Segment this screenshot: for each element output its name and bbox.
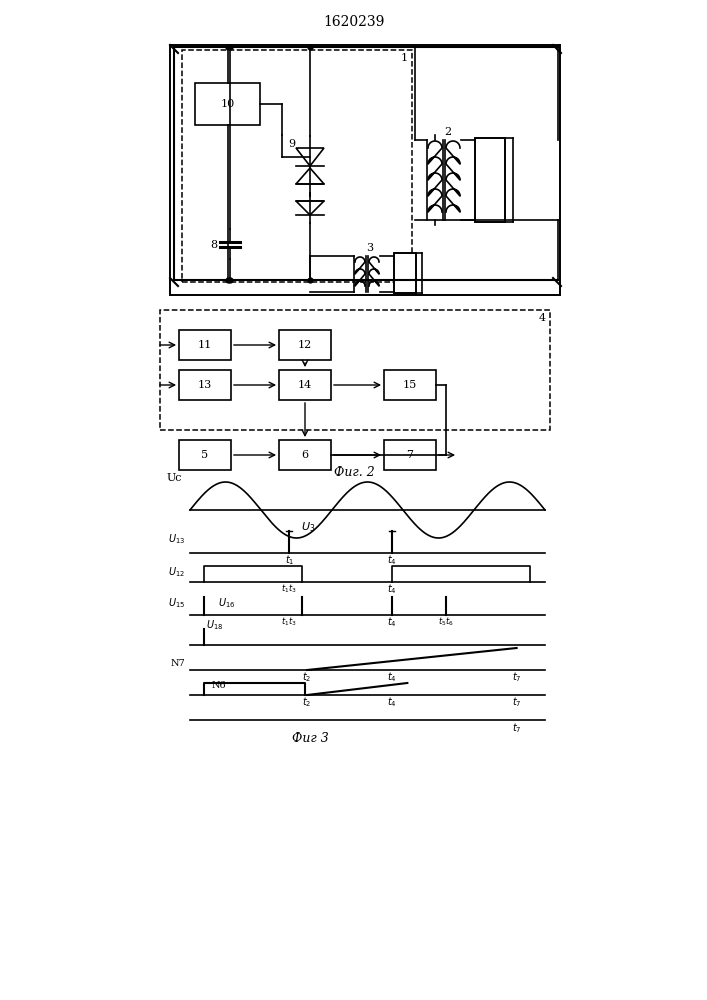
Bar xyxy=(384,440,436,470)
Text: N6: N6 xyxy=(212,680,227,690)
Text: N7: N7 xyxy=(170,660,185,668)
Text: Uc: Uc xyxy=(167,473,182,483)
Text: $t_4$: $t_4$ xyxy=(387,615,397,629)
Text: 9: 9 xyxy=(288,139,296,149)
Text: $t_4$: $t_4$ xyxy=(387,695,397,709)
Text: $t_7$: $t_7$ xyxy=(512,695,521,709)
Text: $t_4$: $t_4$ xyxy=(387,553,397,567)
Text: $t_4$: $t_4$ xyxy=(387,670,397,684)
Text: Фиг 3: Фиг 3 xyxy=(291,732,328,744)
Text: $t_2$: $t_2$ xyxy=(303,670,312,684)
Bar xyxy=(279,330,331,360)
Text: 2: 2 xyxy=(445,127,452,137)
Text: 13: 13 xyxy=(198,380,212,390)
Bar xyxy=(195,83,260,125)
Text: 12: 12 xyxy=(298,340,312,350)
Text: $t_2$: $t_2$ xyxy=(303,695,312,709)
Text: 6: 6 xyxy=(301,450,308,460)
Text: $t_7$: $t_7$ xyxy=(512,670,521,684)
Bar xyxy=(279,370,331,400)
Text: 3: 3 xyxy=(366,243,373,253)
Bar xyxy=(384,370,436,400)
Text: $t_7$: $t_7$ xyxy=(512,721,521,735)
Text: 10: 10 xyxy=(221,99,235,109)
Text: Фиг. 2: Фиг. 2 xyxy=(334,466,375,479)
Text: $U_{18}$: $U_{18}$ xyxy=(206,618,223,632)
Text: $t_1$: $t_1$ xyxy=(285,553,294,567)
Text: 5: 5 xyxy=(201,450,209,460)
Bar xyxy=(170,45,560,295)
Bar xyxy=(160,310,550,430)
Bar xyxy=(182,50,412,282)
Bar xyxy=(179,330,231,360)
Text: 15: 15 xyxy=(403,380,417,390)
Text: $t_4$: $t_4$ xyxy=(387,582,397,596)
Text: $U_{16}$: $U_{16}$ xyxy=(218,596,235,610)
Text: 14: 14 xyxy=(298,380,312,390)
Bar xyxy=(394,253,416,293)
Text: 1620239: 1620239 xyxy=(323,15,385,29)
Bar xyxy=(279,440,331,470)
Text: 8: 8 xyxy=(211,240,218,250)
Text: 7: 7 xyxy=(407,450,414,460)
Text: $U_{12}$: $U_{12}$ xyxy=(168,565,185,579)
Text: $U_{13}$: $U_{13}$ xyxy=(168,532,185,546)
Bar xyxy=(475,138,505,222)
Bar xyxy=(179,370,231,400)
Text: $U_{15}$: $U_{15}$ xyxy=(168,596,185,610)
Text: $U_3$: $U_3$ xyxy=(301,520,316,534)
Text: $t_1 t_3$: $t_1 t_3$ xyxy=(281,616,298,628)
Text: 11: 11 xyxy=(198,340,212,350)
Text: 4: 4 xyxy=(539,313,546,323)
Text: 1: 1 xyxy=(400,53,407,63)
Text: $t_1 t_3$: $t_1 t_3$ xyxy=(281,583,298,595)
Text: $t_5 t_6$: $t_5 t_6$ xyxy=(438,616,453,628)
Bar xyxy=(179,440,231,470)
